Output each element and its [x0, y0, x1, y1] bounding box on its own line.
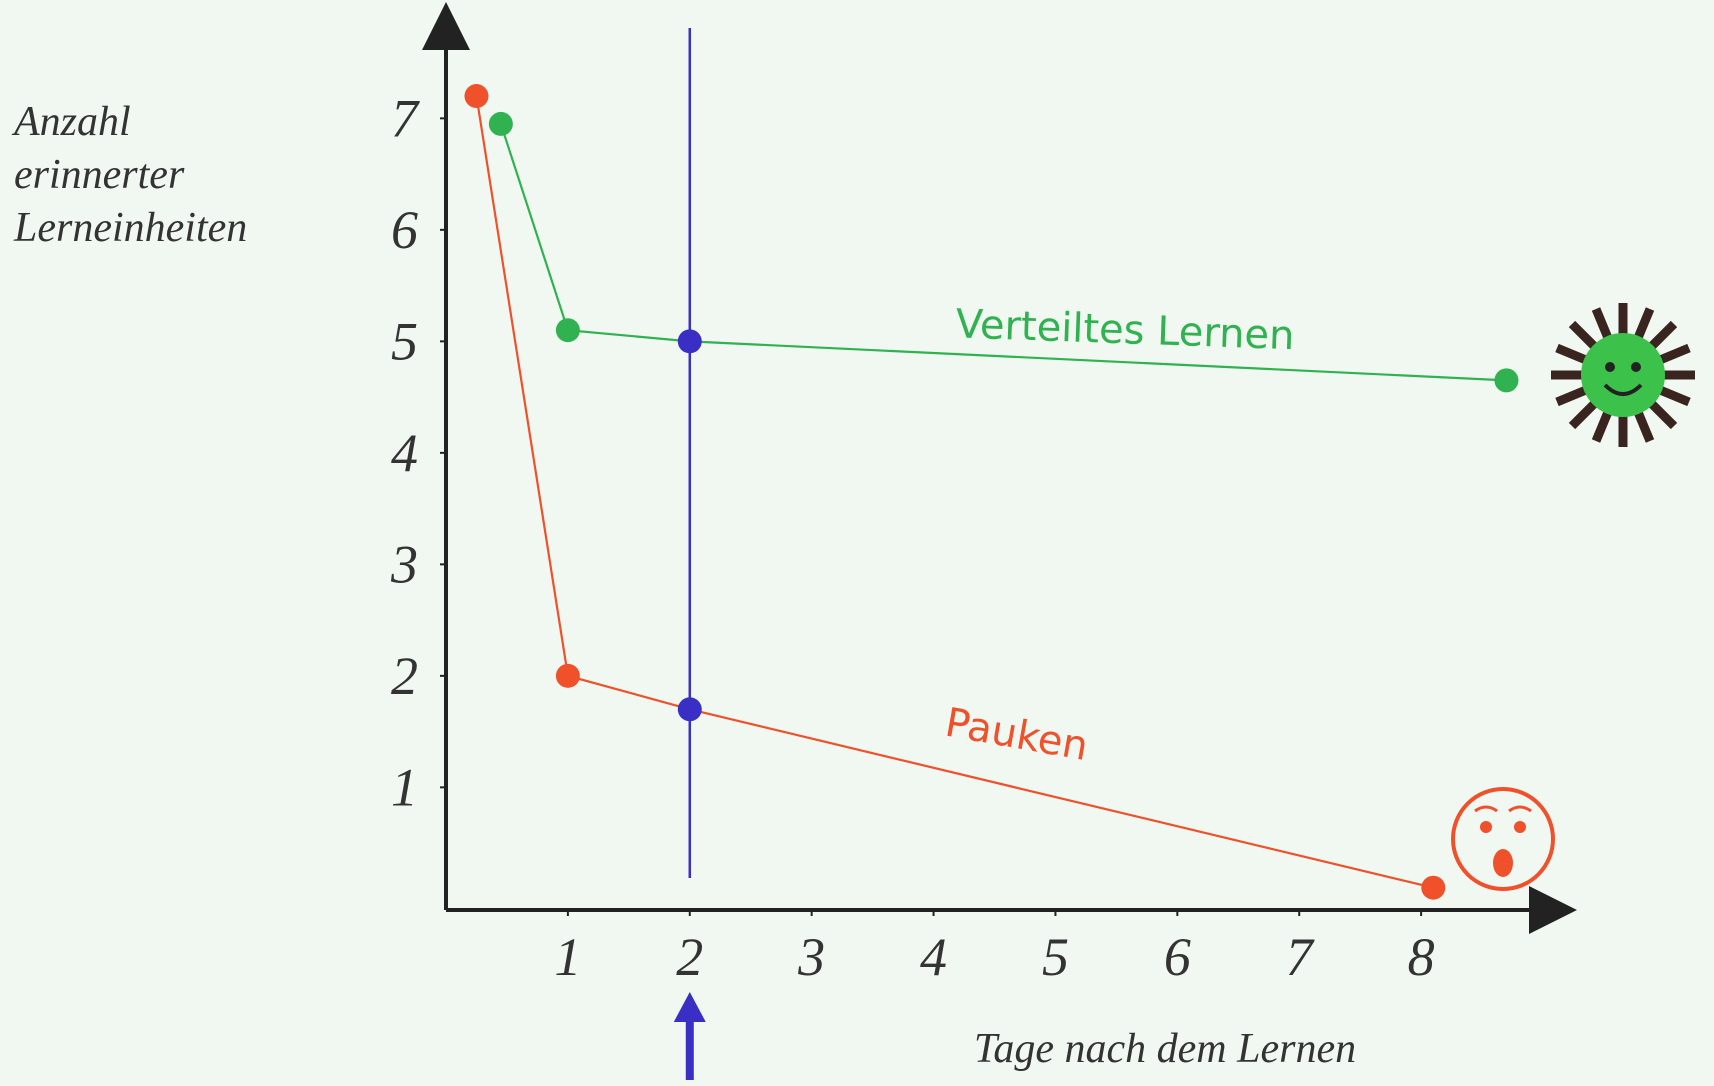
chart: Anzahl erinnerter Lerneinheiten Tage nach … [0, 0, 1714, 1086]
series-label: Pauken [942, 700, 1092, 770]
x-tick-label: 7 [1286, 927, 1315, 987]
data-point [678, 697, 702, 721]
x-tick-label: 8 [1408, 927, 1435, 987]
data-point [678, 329, 702, 353]
y-tick-label: 1 [391, 757, 418, 817]
data-point [556, 318, 580, 342]
series-label: Verteiltes Lernen [955, 301, 1295, 359]
highlight-arrow [674, 992, 706, 1080]
y-tick-label: 4 [391, 423, 418, 483]
y-axis-label-line: Anzahl [11, 99, 131, 145]
y-tick-label: 6 [391, 200, 418, 260]
x-tick-label: 1 [554, 927, 581, 987]
y-tick-label: 3 [390, 534, 418, 594]
x-axis-label: Tage nach dem Lernen [974, 1026, 1356, 1072]
data-point [489, 112, 513, 136]
x-tick-label: 3 [797, 927, 825, 987]
shocked-face-icon [1453, 789, 1553, 889]
y-tick-label: 7 [391, 88, 420, 148]
data-point [556, 664, 580, 688]
y-tick-label: 2 [391, 646, 418, 706]
x-tick-label: 6 [1164, 927, 1191, 987]
page: {"chart_data": { "type": "line", "y_labe… [0, 0, 1714, 1086]
data-point [1494, 368, 1518, 392]
series-line [476, 96, 1433, 888]
y-axis-label: Anzahl erinnerter Lerneinheiten [11, 99, 247, 251]
happy-sun-icon [1551, 303, 1695, 447]
y-axis-label-line: Lerneinheiten [13, 205, 247, 251]
x-tick-label: 5 [1042, 927, 1069, 987]
data-point [464, 84, 488, 108]
x-tick-label: 4 [920, 927, 947, 987]
y-axis-label-line: erinnerter [14, 152, 185, 198]
data-point [1421, 876, 1445, 900]
y-tick-label: 5 [391, 311, 418, 371]
x-tick-label: 2 [676, 927, 703, 987]
